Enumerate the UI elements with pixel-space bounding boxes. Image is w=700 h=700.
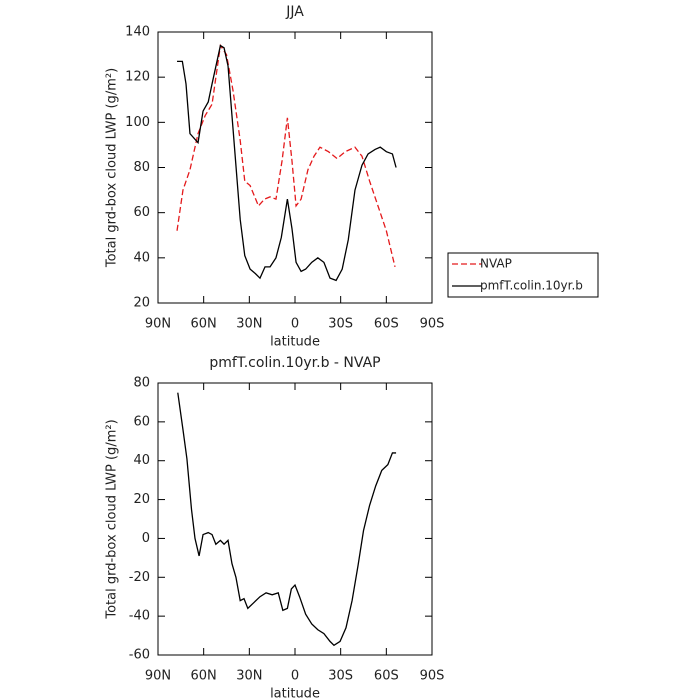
y-tick-label: 0: [142, 531, 150, 546]
y-tick-label: 120: [125, 70, 150, 85]
y-axis-label: Total grd-box cloud LWP (g/m²): [105, 68, 120, 268]
chart-title: pmfT.colin.10yr.b - NVAP: [209, 355, 380, 371]
x-tick-label: 60S: [374, 669, 399, 684]
series-line: [177, 392, 397, 647]
x-tick-label: 0: [291, 317, 299, 332]
y-tick-label: 60: [133, 205, 150, 220]
series-line: [177, 44, 397, 282]
y-tick-label: -20: [129, 570, 150, 585]
y-tick-label: 60: [133, 414, 150, 429]
plot-frame: [157, 382, 433, 656]
x-tick-label: 60N: [191, 669, 217, 684]
x-tick-label: 30N: [236, 669, 262, 684]
legend-box: [447, 252, 599, 298]
y-axis-label: Total grd-box cloud LWP (g/m²): [105, 419, 120, 619]
x-tick-label: 90S: [420, 669, 445, 684]
chart-title: JJA: [285, 4, 304, 20]
x-tick-label: 90N: [145, 317, 171, 332]
x-tick-label: 30S: [328, 669, 353, 684]
y-tick-label: 80: [133, 376, 150, 391]
x-tick-label: 90S: [420, 317, 445, 332]
y-tick-label: 140: [125, 25, 150, 40]
x-tick-label: 60N: [191, 317, 217, 332]
x-tick-label: 30N: [236, 317, 262, 332]
y-tick-label: 40: [133, 250, 150, 265]
x-tick-label: 0: [291, 669, 299, 684]
y-tick-label: 100: [125, 115, 150, 130]
legend-label: pmfT.colin.10yr.b: [480, 279, 583, 293]
y-tick-label: -40: [129, 609, 150, 624]
x-axis-label: latitude: [270, 687, 320, 700]
legend-label: NVAP: [480, 257, 512, 271]
y-tick-label: 20: [133, 492, 150, 507]
x-tick-label: 90N: [145, 669, 171, 684]
plot-frame: [157, 31, 433, 304]
x-tick-label: 30S: [328, 317, 353, 332]
y-tick-label: 40: [133, 453, 150, 468]
y-tick-label: -60: [129, 648, 150, 663]
x-axis-label: latitude: [270, 335, 320, 350]
y-tick-label: 20: [133, 296, 150, 311]
y-tick-label: 80: [133, 160, 150, 175]
x-tick-label: 60S: [374, 317, 399, 332]
series-line: [176, 43, 396, 268]
